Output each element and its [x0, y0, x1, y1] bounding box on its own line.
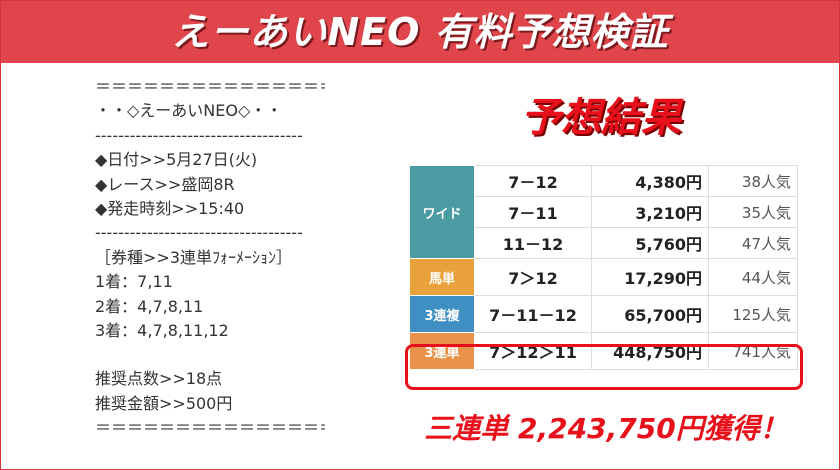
bet-type: ワイド: [409, 165, 475, 259]
table-row: 馬単 7＞12 17,290円 44人気: [409, 258, 798, 296]
price: 4,380円: [591, 165, 709, 197]
text-line: ・・◇えーあいNEO◇・・: [95, 101, 283, 121]
combo: 7－11: [474, 196, 592, 228]
text-line: 2着：4,7,8,11: [95, 296, 204, 316]
table-row: 7－11 3,210円 35人気: [410, 196, 798, 228]
text-line: ＝＝＝＝＝＝＝＝＝＝＝＝＝＝＝: [95, 418, 325, 438]
summary: 三連単 2,243,750円獲得！: [424, 412, 788, 445]
text-line: 1着：7,11: [95, 272, 173, 292]
text-line: 推奨点数>>18点: [95, 369, 223, 389]
table-row: 3連単 7＞12＞11 448,750円 741人気: [409, 332, 798, 370]
result-title: 予想結果: [521, 95, 681, 141]
pop: 38人気: [708, 165, 798, 197]
combo: 7－12: [474, 165, 592, 197]
combo: 11－12: [474, 227, 592, 259]
pop: 47人気: [708, 227, 798, 259]
price: 3,210円: [591, 196, 709, 228]
pop: 741人気: [708, 332, 798, 370]
pop: 125人気: [708, 295, 798, 333]
text-line: ◆日付>>5月27日(火): [95, 150, 258, 170]
text-line: ◆レース>>盛岡8R: [95, 174, 235, 194]
text-line: ------------------------------------: [95, 223, 303, 243]
pop: 44人気: [708, 258, 798, 296]
text-line: 推奨金額>>500円: [95, 393, 233, 413]
price: 17,290円: [591, 258, 709, 296]
combo: 7－11－12: [474, 295, 592, 333]
bet-type: 馬単: [409, 258, 475, 296]
table-row: ワイド 7－12 4,380円 38人気: [409, 165, 798, 259]
text-line: ◆発走時刻>>15:40: [95, 199, 245, 219]
text-line: ［券種>>3連単ﾌｫｰﾒｰｼｮﾝ］: [95, 247, 292, 267]
price: 5,760円: [591, 227, 709, 259]
pop: 35人気: [708, 196, 798, 228]
text-line: 3着：4,7,8,11,12: [95, 321, 229, 341]
prediction-text: ＝＝＝＝＝＝＝＝＝＝＝＝＝＝＝ ・・◇えーあいNEO◇・・ ------------…: [95, 75, 325, 441]
table-row: 11－12 5,760円 47人気: [410, 227, 798, 259]
result-table: ワイド 7－12 4,380円 38人気 7－11 3,210円 35人気 11－12 5,76…: [409, 165, 798, 370]
combo: 7＞12: [474, 258, 592, 296]
table-row: 3連複 7－11－12 65,700円 125人気: [409, 295, 798, 333]
combo: 7＞12＞11: [474, 332, 592, 370]
highlight-frame: [405, 344, 803, 390]
text-line: ------------------------------------: [95, 125, 303, 145]
header-title: えーあいNEO 有料予想検証: [1, 1, 839, 63]
bet-type: 3連単: [409, 332, 475, 370]
text-line: ＝＝＝＝＝＝＝＝＝＝＝＝＝＝＝: [95, 77, 325, 96]
bet-type: 3連複: [409, 295, 475, 333]
price: 65,700円: [591, 295, 709, 333]
price: 448,750円: [591, 332, 709, 370]
